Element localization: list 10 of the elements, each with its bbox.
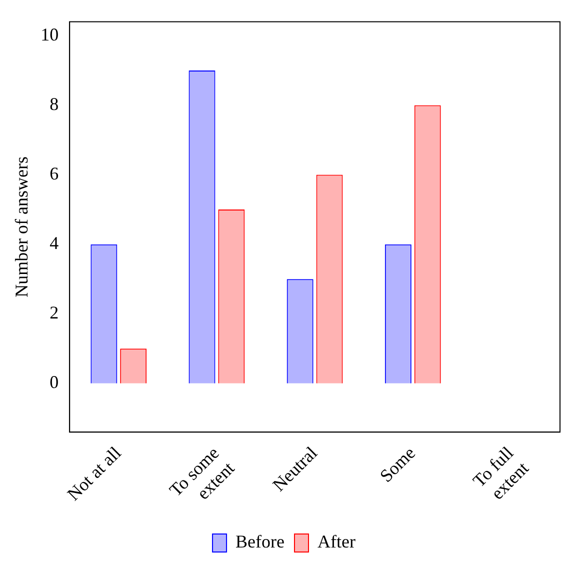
- y-tick-label: 8: [50, 94, 59, 114]
- legend-label: After: [318, 532, 356, 552]
- y-tick-label: 4: [50, 233, 59, 254]
- x-tick-label: Not at all: [63, 442, 125, 504]
- y-tick-label: 0: [50, 372, 59, 392]
- y-axis-title: Number of answers: [12, 156, 32, 298]
- legend-label: Before: [236, 532, 285, 552]
- y-tick-label: 6: [50, 164, 59, 184]
- y-tick-label: 2: [50, 302, 59, 323]
- y-tick-label: 10: [40, 24, 59, 44]
